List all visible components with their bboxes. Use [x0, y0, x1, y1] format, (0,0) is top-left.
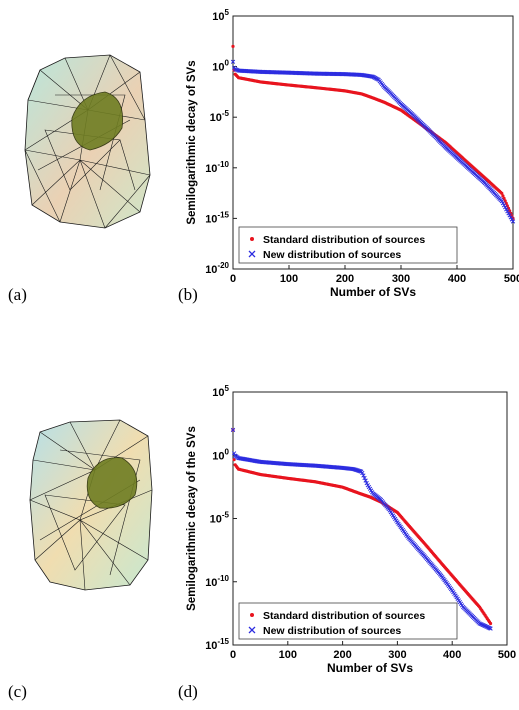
mesh-a	[24, 54, 151, 229]
chart-d: 0 100 200 300 400 500 105 100 10-5 10-10 10-15 Numb…	[186, 384, 516, 675]
x-tick-label: 400	[448, 273, 466, 285]
y-axis-label: Semilogarithmic decay of SVs	[186, 60, 198, 224]
data-point	[510, 219, 516, 224]
data-point	[501, 203, 507, 208]
data-point	[505, 209, 510, 214]
y-tick-label: 105	[212, 8, 229, 23]
series-1	[231, 428, 493, 626]
x-tick-label: 0	[230, 649, 236, 661]
x-tick-label: 100	[279, 649, 297, 661]
panel-label-a: (a)	[8, 285, 27, 304]
x-tick-label: 500	[504, 273, 519, 285]
y-tick-label: 100	[212, 59, 229, 74]
legend-box	[238, 226, 458, 264]
mesh-c	[29, 419, 153, 591]
data-point	[360, 470, 365, 476]
inner-core-c	[86, 457, 138, 509]
data-point	[231, 451, 237, 456]
legend-marker	[248, 250, 256, 258]
data-point	[504, 207, 509, 212]
data-point	[506, 211, 511, 216]
legend-label: New distribution of sources	[263, 249, 401, 261]
legend-label: Standard distribution of sources	[263, 234, 425, 246]
data-point	[488, 621, 493, 626]
y-tick-label: 10-15	[205, 637, 229, 652]
y-tick-label: 100	[212, 447, 229, 462]
chart-b: 0 100 200 300 400 500 105 100 10-5 10-10 10-15 10-2…	[186, 8, 519, 299]
panel-label-b: (b)	[178, 285, 198, 304]
x-tick-label: 100	[280, 273, 298, 285]
data-point	[499, 199, 504, 204]
data-point	[508, 215, 513, 220]
data-point	[503, 205, 508, 210]
data-point	[500, 191, 504, 195]
legend-marker	[250, 613, 254, 617]
x-tick-label: 300	[388, 649, 406, 661]
data-point	[231, 44, 235, 48]
y-tick-label: 10-15	[205, 210, 229, 225]
panel-label-d: (d)	[178, 682, 198, 701]
plot-frame	[232, 15, 514, 270]
x-tick-label: 300	[392, 273, 410, 285]
data-point	[230, 427, 236, 433]
x-tick-label: 200	[333, 649, 351, 661]
data-point	[500, 201, 506, 206]
data-point	[230, 59, 236, 64]
data-point	[488, 626, 493, 631]
x-tick-label: 500	[498, 649, 516, 661]
legend: Standard distribution of sources New dist…	[238, 602, 458, 640]
x-tick-label: 200	[336, 273, 354, 285]
y-tick-label: 10-5	[210, 109, 230, 124]
y-tick-label: 105	[212, 384, 229, 399]
data-point	[501, 194, 505, 198]
inner-core-a	[71, 91, 124, 151]
x-tick-label: 400	[443, 649, 461, 661]
data-point	[362, 475, 367, 481]
panel-label-c: (c)	[8, 682, 27, 701]
series-2	[230, 427, 493, 631]
data-point	[507, 213, 512, 218]
legend-marker	[250, 237, 254, 241]
y-tick-label: 10-10	[205, 160, 229, 175]
data-point	[361, 473, 366, 478]
legend-box	[238, 602, 458, 640]
x-tick-label: 0	[230, 273, 236, 285]
series-1	[231, 44, 515, 220]
data-point	[509, 217, 515, 222]
y-tick-label: 10-5	[210, 511, 230, 526]
data-point	[364, 480, 369, 486]
legend: Standard distribution of sources New dist…	[238, 226, 458, 264]
y-tick-label: 10-10	[205, 574, 229, 589]
x-axis-label: Number of SVs	[327, 661, 413, 675]
x-axis-label: Number of SVs	[330, 285, 416, 299]
data-point	[363, 478, 368, 483]
y-axis-label: Semilogarithmic decay of the SVs	[186, 426, 198, 611]
data-point	[232, 458, 236, 462]
legend-label: Standard distribution of sources	[263, 610, 425, 622]
data-point	[505, 204, 509, 208]
y-tick-label: 10-20	[205, 261, 229, 276]
legend-marker	[248, 626, 256, 634]
series-2	[230, 59, 516, 224]
legend-label: New distribution of sources	[263, 625, 401, 637]
